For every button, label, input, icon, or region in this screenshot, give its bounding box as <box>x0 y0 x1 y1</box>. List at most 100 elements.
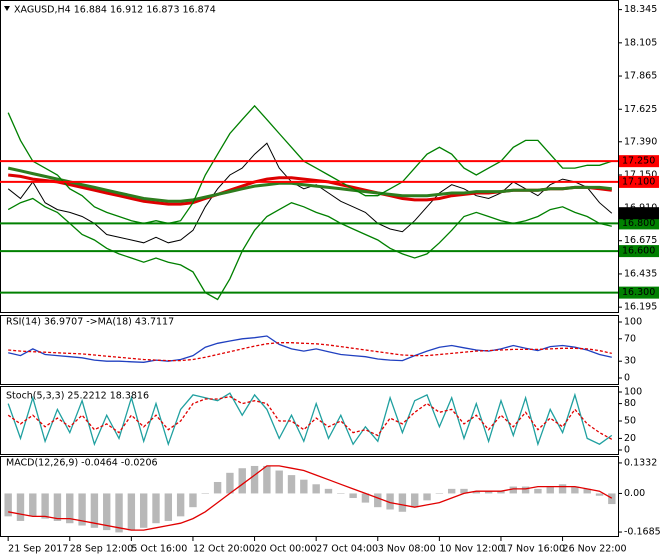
macd-bar <box>201 493 209 494</box>
last-price-box <box>619 207 659 220</box>
series-line <box>8 465 613 531</box>
macd-bar <box>127 493 136 531</box>
y-tick-label: 16.435 <box>624 268 657 279</box>
y-tick-label: 30 <box>624 356 636 367</box>
x-tick-label: 10 Nov 12:00 <box>439 544 503 555</box>
x-tick-label: 26 Nov 22:00 <box>563 544 627 555</box>
macd-bar <box>139 493 148 528</box>
series-line <box>7 166 612 203</box>
macd-bar <box>349 493 357 499</box>
x-tick-label: 21 Sep 2017 <box>8 544 68 555</box>
macd-bar <box>361 493 370 503</box>
y-tick-label: 18.345 <box>624 4 657 15</box>
stoch-pane <box>0 386 619 455</box>
main-pane <box>0 0 619 313</box>
macd-bar <box>250 465 259 494</box>
macd-bar <box>558 484 567 494</box>
macd-bar <box>595 493 604 496</box>
macd-bar <box>176 493 185 517</box>
macd-bar <box>398 493 407 512</box>
y-tick-label: 17.390 <box>624 136 657 147</box>
macd-bar <box>521 486 530 494</box>
y-tick-label: 0 <box>624 445 630 456</box>
macd-bar <box>53 493 62 521</box>
level-label: 16.600 <box>622 246 655 257</box>
level-label-box <box>619 175 659 188</box>
macd-bar <box>447 488 456 494</box>
macd-bar <box>226 472 234 494</box>
macd-bar <box>472 491 481 494</box>
macd-bar <box>90 493 99 528</box>
pane-title: MACD(12,26,9) -0.0464 -0.0206 <box>6 458 158 469</box>
macd-bar <box>411 493 419 508</box>
y-tick-label: 17.865 <box>624 71 657 82</box>
macd-bar <box>4 493 12 517</box>
x-tick-label: 17 Nov 16:00 <box>501 544 565 555</box>
macd-bar <box>41 493 49 519</box>
macd-bar <box>608 493 616 505</box>
y-tick-label: 80 <box>624 398 636 409</box>
macd-bar <box>312 484 320 494</box>
macd-bar <box>103 493 111 531</box>
macd-bar <box>546 486 554 494</box>
macd-bar <box>29 493 37 517</box>
macd-bar <box>213 481 222 494</box>
pane-title: RSI(14) 36.9707 ->MA(18) 43.7117 <box>6 317 174 328</box>
y-tick-label: 70 <box>624 333 636 344</box>
macd-bar <box>189 493 197 508</box>
x-tick-label: 5 Oct 16:00 <box>131 544 187 555</box>
y-tick-label: 0.00 <box>624 488 645 499</box>
menu-icon <box>4 6 10 11</box>
macd-bar <box>164 493 173 521</box>
level-label: 17.250 <box>622 156 655 167</box>
macd-bar <box>460 488 468 494</box>
macd-bar <box>583 488 591 494</box>
macd-bar <box>275 470 283 494</box>
level-label-box <box>619 245 659 258</box>
macd-bar <box>534 488 542 494</box>
macd-bar <box>287 475 296 494</box>
level-label-box <box>619 155 659 168</box>
pane-title: XAGUSD,H4 16.884 16.912 16.873 16.874 <box>14 5 216 16</box>
y-tick-label: 100 <box>624 387 642 398</box>
x-tick-label: 27 Oct 04:00 <box>316 544 378 555</box>
level-label-box <box>619 217 659 230</box>
macd-bar <box>374 493 382 508</box>
x-tick-label: 20 Oct 00:00 <box>255 544 317 555</box>
y-tick-label: 18.105 <box>624 37 657 48</box>
y-tick-label: 16.675 <box>624 235 657 246</box>
macd-bar <box>263 465 271 494</box>
macd-bar <box>300 479 308 494</box>
level-label: 17.100 <box>622 176 655 187</box>
series-line <box>7 395 613 440</box>
macd-bar <box>509 486 517 494</box>
macd-bar <box>66 493 74 524</box>
series-line <box>8 342 612 362</box>
y-tick-label: 100 <box>624 317 642 328</box>
last-price-label: 16.874 <box>622 208 655 219</box>
macd-bar <box>152 493 160 524</box>
y-tick-label: 17.150 <box>624 169 657 180</box>
y-tick-label: 17.625 <box>624 104 657 115</box>
macd-bar <box>16 493 25 521</box>
y-tick-label: 20 <box>624 433 636 444</box>
level-label: 16.300 <box>622 287 655 298</box>
macd-bar <box>435 493 444 494</box>
series-line <box>7 104 613 225</box>
y-tick-label: 0.1332 <box>624 457 657 468</box>
x-tick-label: 12 Oct 20:00 <box>193 544 255 555</box>
macd-bar <box>78 493 86 526</box>
x-tick-label: 3 Nov 08:00 <box>378 544 436 555</box>
level-label-box <box>619 286 659 299</box>
y-tick-label: 50 <box>624 416 636 427</box>
macd-bar <box>423 493 431 501</box>
pane-title: Stoch(5,3,3) 25.2212 18.3816 <box>6 391 149 402</box>
macd-bar <box>324 488 333 494</box>
series-line <box>8 335 612 363</box>
level-label: 16.800 <box>622 218 655 229</box>
macd-bar <box>484 491 493 494</box>
macd-bar <box>571 486 579 494</box>
x-tick-label: 28 Sep 12:00 <box>70 544 133 555</box>
